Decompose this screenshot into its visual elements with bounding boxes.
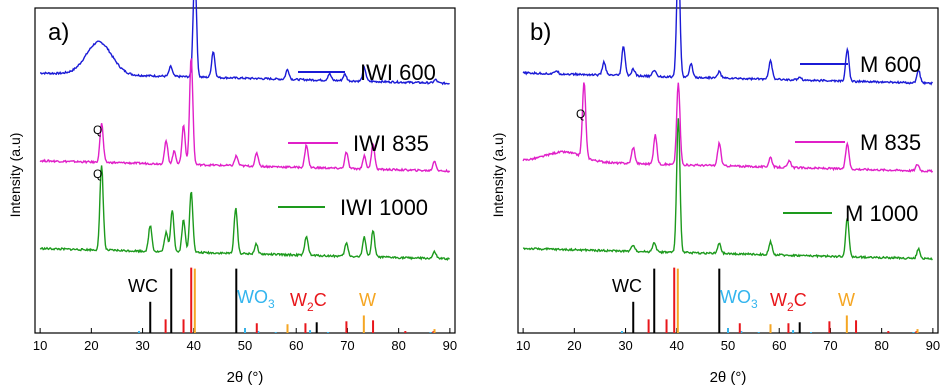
reference-lines xyxy=(620,267,919,333)
panel-b: b) Intensity (a.u) 2θ (°) 10 20 30 40 50 60 70… xyxy=(490,0,940,386)
ref-label-wc: WC xyxy=(612,276,642,296)
x-tick-label: 80 xyxy=(391,338,405,353)
q-label: Q xyxy=(93,123,102,137)
x-tick-label: 90 xyxy=(443,338,457,353)
ref-label-w2c: W2C xyxy=(770,290,807,314)
x-tick-label: 90 xyxy=(926,338,940,353)
panel-label: b) xyxy=(530,19,551,46)
legend: IWI 600 IWI 835 IWI 1000 xyxy=(278,60,436,220)
panel-a: a) Intensity (a.u) 2θ (°) 10 20 30 40 50 60 70… xyxy=(7,0,457,386)
ref-label-wc: WC xyxy=(128,276,158,296)
x-tick-label: 70 xyxy=(823,338,837,353)
legend-label-m1000: M 1000 xyxy=(845,201,918,226)
x-axis-title: 2θ (°) xyxy=(710,369,747,386)
reference-labels: WC WO3 W2C W xyxy=(612,276,855,314)
series-line-iwi-600 xyxy=(40,0,450,86)
x-tick-label: 80 xyxy=(874,338,888,353)
legend-label-m835: M 835 xyxy=(860,130,921,155)
ref-label-wo3: WO3 xyxy=(720,287,758,311)
series-line-m-835 xyxy=(522,82,934,174)
legend-label-m600: M 600 xyxy=(860,52,921,77)
q-label: Q xyxy=(93,167,102,181)
diffraction-curves xyxy=(39,0,451,261)
x-tick-label: 60 xyxy=(289,338,303,353)
panel-label: a) xyxy=(48,19,69,46)
ref-label-w: W xyxy=(359,290,376,310)
x-axis-title: 2θ (°) xyxy=(227,369,264,386)
ref-label-wo3: WO3 xyxy=(237,287,275,311)
x-tick-label: 20 xyxy=(567,338,581,353)
x-tick-label: 60 xyxy=(772,338,786,353)
q-label: Q xyxy=(576,107,585,121)
series-line-m-600 xyxy=(522,0,934,86)
legend-label-iwi600: IWI 600 xyxy=(360,60,436,85)
ref-label-w: W xyxy=(838,290,855,310)
diffraction-curves xyxy=(522,0,934,261)
x-tick-label: 40 xyxy=(670,338,684,353)
series-line-iwi-1000 xyxy=(39,165,450,261)
series-line-m-1000 xyxy=(522,118,933,261)
series-line-iwi-835 xyxy=(39,58,451,173)
legend-label-iwi835: IWI 835 xyxy=(353,131,429,156)
x-tick-label: 40 xyxy=(187,338,201,353)
x-tick-label: 30 xyxy=(135,338,149,353)
y-axis-title: Intensity (a.u) xyxy=(490,133,506,218)
x-ticks: 10 20 30 40 50 60 70 80 90 xyxy=(516,328,940,353)
legend-label-iwi1000: IWI 1000 xyxy=(340,195,428,220)
legend: M 600 M 835 M 1000 xyxy=(783,52,921,226)
x-tick-label: 50 xyxy=(238,338,252,353)
y-axis-title: Intensity (a.u) xyxy=(7,133,23,218)
x-tick-label: 10 xyxy=(516,338,530,353)
reference-lines xyxy=(137,267,436,333)
reference-labels: WC WO3 W2C W xyxy=(128,276,376,314)
x-tick-label: 70 xyxy=(340,338,354,353)
x-tick-label: 30 xyxy=(618,338,632,353)
x-tick-label: 50 xyxy=(721,338,735,353)
x-tick-label: 20 xyxy=(84,338,98,353)
x-tick-label: 10 xyxy=(33,338,47,353)
ref-label-w2c: W2C xyxy=(290,290,327,314)
